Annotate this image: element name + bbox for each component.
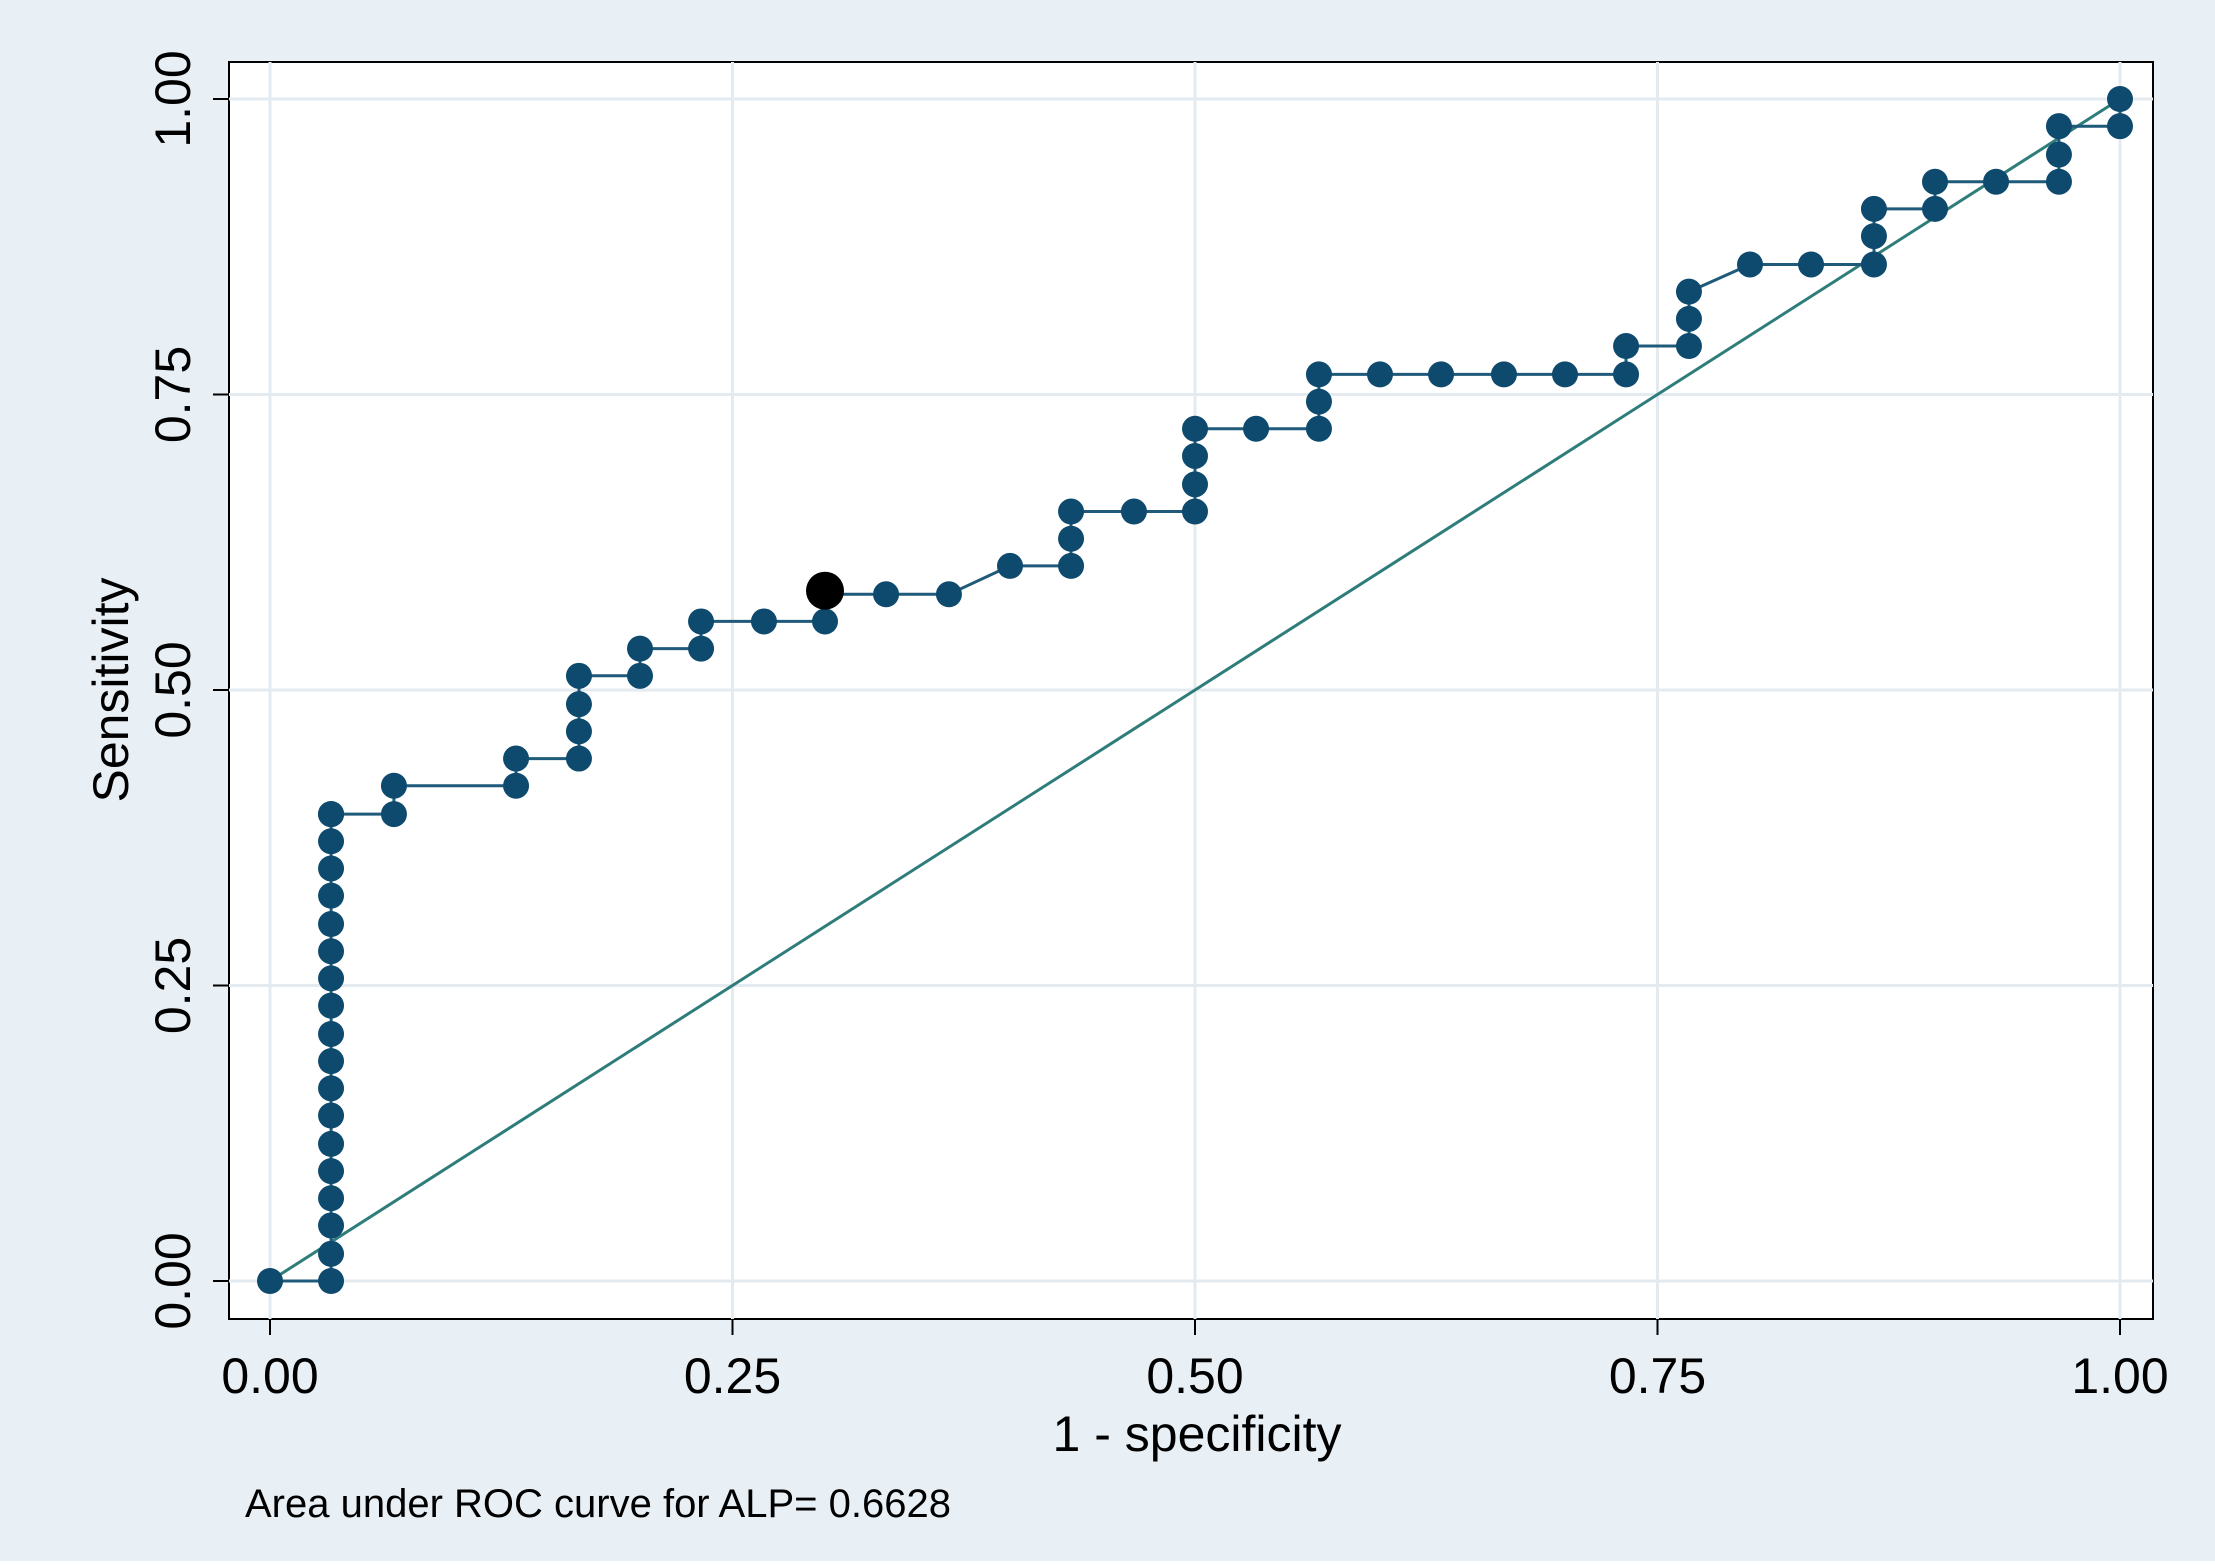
roc-point [1305, 415, 1332, 442]
roc-point [1552, 361, 1578, 388]
roc-point [1613, 361, 1640, 388]
roc-point [318, 992, 345, 1019]
roc-point [380, 772, 407, 799]
roc-point [2107, 86, 2133, 112]
roc-point [812, 608, 838, 635]
roc-point [1860, 223, 1887, 250]
roc-point [1922, 195, 1948, 222]
x-tick-label: 0.75 [1609, 1348, 1706, 1404]
roc-point [688, 608, 715, 635]
roc-point [1798, 251, 1825, 278]
x-tick-label: 0.50 [1146, 1348, 1243, 1404]
roc-point [318, 1240, 345, 1267]
roc-point [1860, 251, 1887, 278]
roc-point [627, 662, 653, 689]
roc-point [1058, 498, 1085, 525]
roc-point [318, 1212, 345, 1239]
roc-point [318, 938, 345, 965]
y-tick-label: 0.75 [145, 346, 201, 443]
roc-point [1182, 442, 1208, 469]
optimal-cutoff-point [806, 571, 844, 610]
roc-point [997, 552, 1023, 579]
roc-point [688, 635, 715, 662]
roc-point [2107, 113, 2133, 140]
roc-point [1367, 361, 1393, 388]
roc-point [1675, 278, 1702, 305]
axes [213, 98, 2121, 1335]
roc-point [318, 1185, 345, 1212]
roc-point [318, 828, 345, 855]
roc-point [1983, 168, 2010, 195]
roc-point [1922, 168, 1948, 195]
y-tick-label: 0.00 [145, 1232, 201, 1329]
roc-point [1613, 333, 1640, 360]
roc-point [257, 1268, 283, 1294]
roc-point [1243, 415, 1270, 442]
roc-point [1120, 498, 1147, 525]
roc-point [873, 581, 900, 608]
roc-point [565, 691, 592, 718]
roc-point [318, 1268, 345, 1294]
roc-point [935, 581, 962, 608]
roc-point [1182, 415, 1208, 442]
y-tick-label: 0.50 [145, 641, 201, 738]
roc-point [318, 1102, 345, 1129]
roc-point [318, 1020, 345, 1047]
roc-point [2045, 141, 2072, 168]
roc-point [503, 772, 530, 799]
y-axis-title: Sensitivity [83, 577, 139, 802]
roc-point [1182, 498, 1208, 525]
roc-point [380, 801, 407, 828]
roc-point [1428, 361, 1455, 388]
y-tick-label: 1.00 [145, 50, 201, 147]
x-tick-label: 0.00 [221, 1348, 318, 1404]
roc-point [318, 855, 345, 882]
roc-point [318, 882, 345, 909]
roc-point [2045, 168, 2072, 195]
roc-point [565, 745, 592, 772]
roc-point [318, 965, 345, 992]
roc-point [318, 911, 345, 938]
roc-point [1305, 388, 1332, 415]
roc-point [318, 1075, 345, 1102]
roc-point [1675, 333, 1702, 360]
roc-point [1058, 552, 1085, 579]
x-tick-label: 1.00 [2071, 1348, 2168, 1404]
roc-point [1737, 251, 1763, 278]
roc-point [318, 1048, 345, 1075]
roc-point [1058, 525, 1085, 552]
grid-lines [229, 62, 2153, 1319]
y-tick-label: 0.25 [145, 937, 201, 1034]
roc-marker-layer [257, 86, 2133, 1294]
auc-note: Area under ROC curve for ALP= 0.6628 [245, 1482, 951, 1526]
roc-point [2045, 113, 2072, 140]
roc-point [565, 662, 592, 689]
reference-line-layer [269, 97, 2121, 1283]
tick-label-layer: 0.00 0.25 0.50 0.75 1.00 0.00 0.25 0.50 0.75 1.00 [145, 50, 2169, 1404]
roc-point [318, 1130, 345, 1157]
x-tick-label: 0.25 [684, 1348, 781, 1404]
roc-point [318, 801, 345, 828]
roc-point [318, 1158, 345, 1185]
roc-point [1675, 305, 1702, 332]
roc-point [1860, 195, 1887, 222]
x-axis-title: 1 - specificity [1053, 1406, 1342, 1462]
roc-point [503, 745, 530, 772]
roc-point [750, 608, 777, 635]
roc-point [627, 635, 653, 662]
roc-point [1305, 361, 1332, 388]
roc-point [1182, 471, 1208, 498]
roc-point [1490, 361, 1517, 388]
reference-diagonal-line [269, 97, 2121, 1283]
roc-point [565, 718, 592, 745]
